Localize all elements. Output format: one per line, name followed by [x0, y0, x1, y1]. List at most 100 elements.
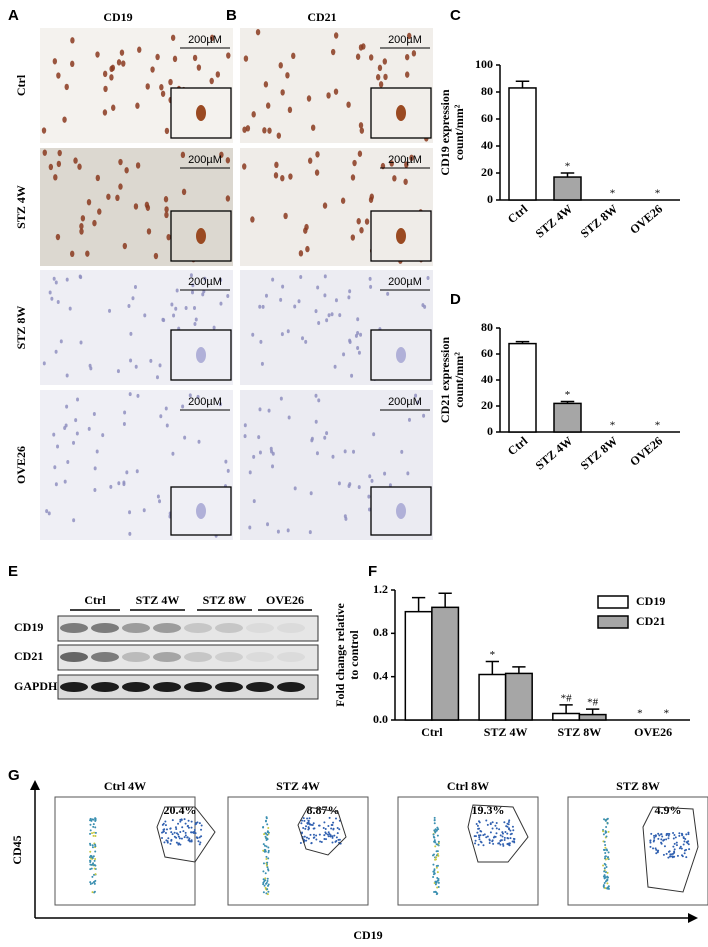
nucleus [122, 422, 126, 427]
nucleus [219, 151, 224, 158]
nucleus [242, 163, 247, 170]
event [170, 831, 173, 834]
nucleus [317, 320, 321, 325]
nucleus [174, 306, 178, 311]
event [672, 852, 675, 855]
event [671, 855, 674, 858]
event [665, 834, 668, 837]
panel-label: B [226, 7, 237, 24]
nucleus [73, 157, 78, 164]
event [605, 865, 608, 868]
event [499, 843, 502, 846]
event [686, 842, 689, 845]
event [312, 833, 315, 836]
blot-band [215, 652, 243, 662]
event [266, 888, 269, 891]
event [603, 867, 606, 870]
nucleus [68, 306, 72, 311]
event [302, 817, 305, 820]
event [91, 891, 94, 894]
event [92, 823, 95, 826]
nucleus [197, 439, 201, 444]
event [302, 826, 305, 829]
y-tick-label: 0.8 [373, 625, 388, 639]
event [267, 849, 270, 852]
event [89, 843, 92, 846]
event [262, 849, 265, 852]
nucleus [56, 72, 61, 79]
nucleus [63, 479, 67, 484]
error-bar [560, 172, 575, 178]
nucleus [124, 167, 129, 174]
nucleus [407, 32, 412, 40]
nucleus [117, 481, 121, 486]
flow-plot [397, 796, 539, 906]
nucleus [264, 293, 268, 298]
nucleus [54, 349, 58, 354]
nucleus [348, 338, 352, 343]
blot-band [215, 682, 243, 692]
event [604, 887, 607, 890]
event [89, 850, 92, 853]
nucleus [260, 361, 264, 366]
event [328, 833, 331, 836]
nucleus [48, 290, 52, 295]
nucleus [323, 274, 327, 279]
event [607, 887, 610, 890]
event [603, 877, 606, 880]
event [267, 846, 270, 849]
nucleus [172, 313, 176, 318]
event [649, 839, 652, 842]
event [678, 847, 681, 850]
nucleus [307, 157, 313, 164]
nucleus [118, 183, 123, 190]
nucleus [226, 468, 230, 473]
nucleus [133, 285, 137, 290]
event [603, 870, 606, 873]
nucleus [356, 346, 360, 351]
nucleus [183, 435, 187, 440]
event [473, 835, 476, 838]
event [267, 890, 270, 893]
blot-band [277, 623, 305, 633]
event [312, 836, 315, 839]
event [604, 855, 607, 858]
event [436, 892, 439, 895]
nucleus [314, 309, 318, 314]
event [607, 856, 610, 859]
event [94, 835, 97, 838]
event [311, 823, 314, 826]
event [264, 882, 267, 885]
y-tick-label: 80 [481, 84, 493, 98]
event [324, 838, 327, 841]
nucleus [101, 433, 105, 438]
nucleus [93, 466, 97, 471]
event [662, 853, 665, 856]
nucleus [278, 62, 283, 69]
nucleus [368, 54, 374, 61]
nucleus [280, 89, 285, 96]
nucleus [350, 174, 356, 181]
event [435, 843, 438, 846]
nucleus [426, 276, 430, 281]
nucleus [252, 454, 256, 459]
lane-group-label: Ctrl [84, 593, 106, 607]
arrow-head [688, 913, 698, 923]
nucleus [291, 52, 296, 60]
nucleus [315, 451, 319, 456]
nucleus [160, 90, 166, 97]
nucleus [243, 423, 247, 428]
event [199, 841, 202, 844]
column-title: CD21 [307, 10, 336, 24]
event [91, 844, 94, 847]
nucleus [226, 293, 230, 298]
nucleus [355, 53, 361, 60]
event [603, 840, 606, 843]
event [432, 854, 435, 857]
gate [156, 806, 216, 863]
event [687, 840, 690, 843]
event [602, 864, 605, 867]
nucleus [258, 407, 262, 412]
nucleus [274, 161, 279, 169]
event [603, 881, 606, 884]
